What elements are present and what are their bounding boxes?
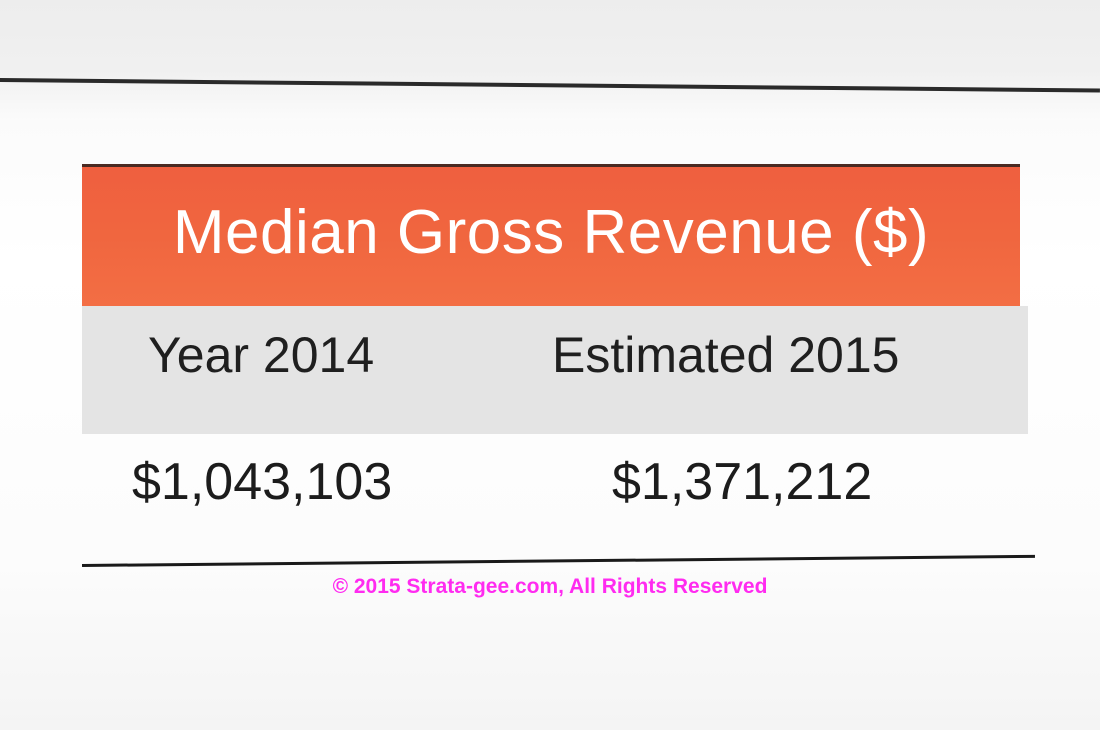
- table-title-bar: Median Gross Revenue ($): [82, 164, 1020, 306]
- revenue-table: Median Gross Revenue ($) Year 2014 Estim…: [82, 164, 1035, 572]
- copyright-watermark: © 2015 Strata-gee.com, All Rights Reserv…: [332, 575, 768, 598]
- screen-top-edge: [0, 78, 1100, 93]
- table-title: Median Gross Revenue ($): [172, 198, 930, 267]
- column-header-year-2014: Year 2014: [148, 327, 375, 383]
- table-row: $1,043,103 $1,371,212: [82, 434, 1028, 564]
- value-2014: $1,043,103: [132, 453, 393, 511]
- column-header-estimated-2015: Estimated 2015: [552, 327, 900, 383]
- table-header-row: Year 2014 Estimated 2015: [82, 306, 1028, 434]
- value-2015: $1,371,212: [612, 453, 873, 511]
